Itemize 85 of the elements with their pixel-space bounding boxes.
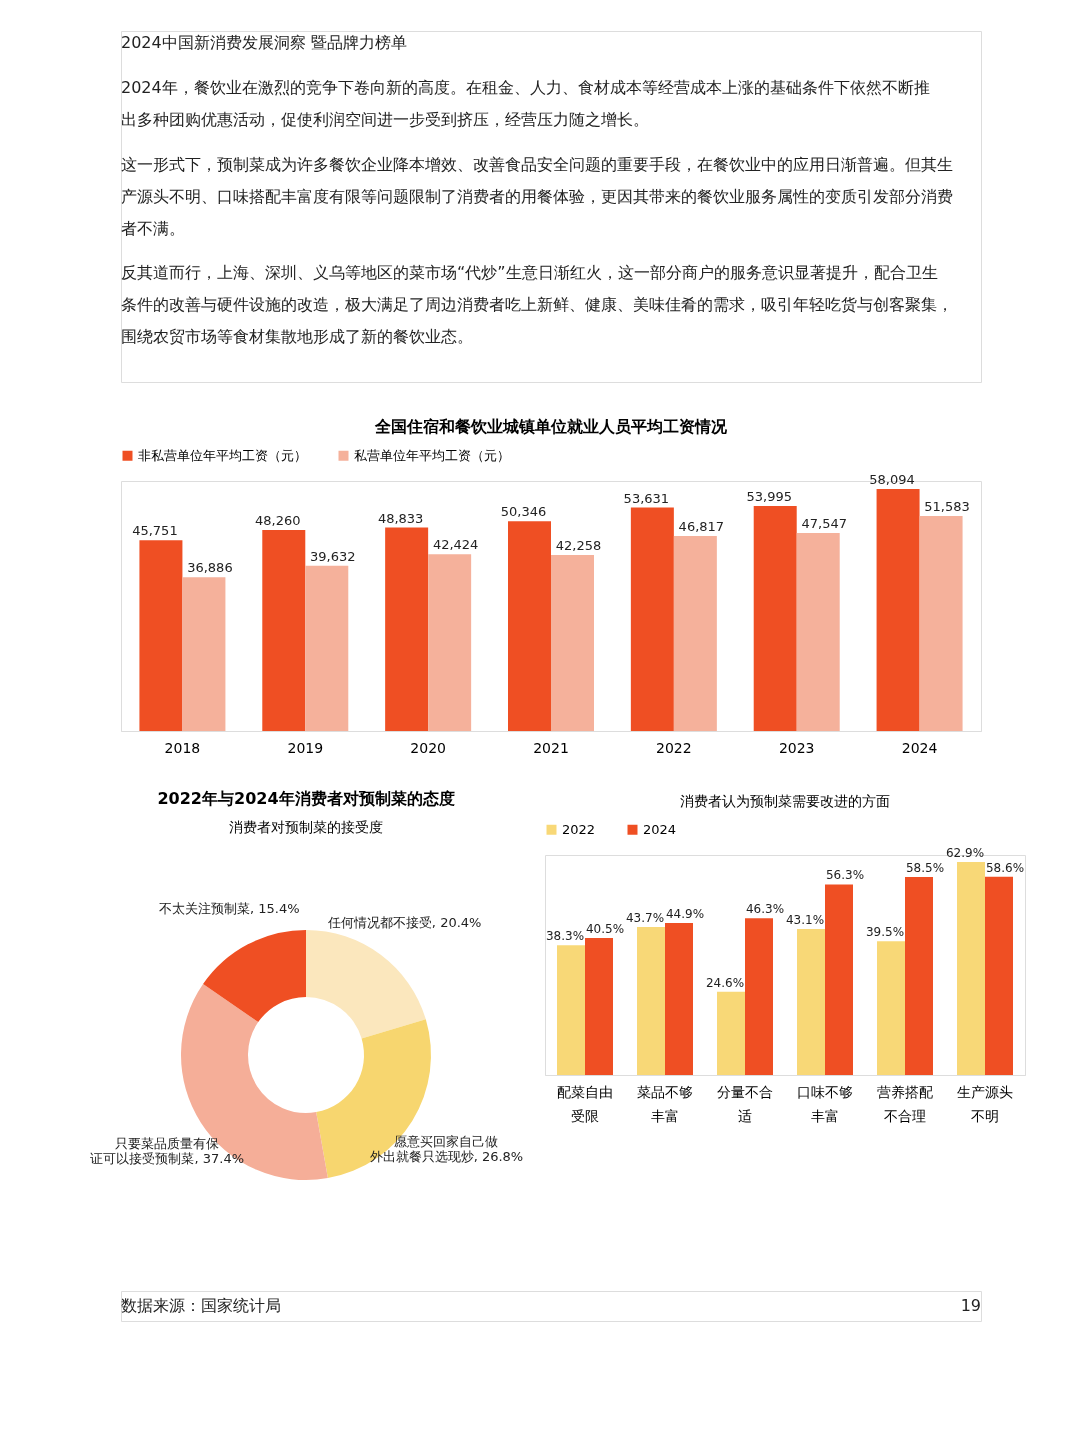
x-tick-label: 配菜自由受限: [557, 1083, 613, 1124]
data-label: 44.9%: [665, 907, 705, 922]
chart-title: 全国住宿和餐饮业城镇单位就业人员平均工资情况: [374, 417, 728, 436]
data-label: 51,583: [924, 499, 970, 515]
data-label: 47,547: [801, 515, 847, 531]
bar: [796, 532, 840, 731]
data-label: 48,833: [377, 510, 424, 526]
data-label: 58,094: [869, 471, 915, 487]
bar: [825, 884, 853, 1075]
x-tick-label: 2024: [901, 739, 938, 756]
data-label: 38.3%: [545, 929, 585, 944]
bar: [305, 565, 349, 731]
data-label: 46,817: [678, 518, 725, 534]
data-label: 53,995: [746, 489, 792, 505]
bar: [262, 529, 306, 731]
bar: [182, 577, 226, 731]
data-label: 53,631: [623, 490, 670, 506]
data-label: 39,632: [310, 548, 356, 564]
bar: [876, 488, 920, 731]
bar: [797, 929, 825, 1075]
text: 19: [960, 1296, 981, 1315]
bar: [745, 918, 773, 1075]
data-label: 50,346: [500, 504, 547, 520]
data-label: 45,751: [132, 523, 178, 539]
bar: [508, 521, 551, 731]
x-tick-label: 2020: [410, 739, 446, 756]
legend-label: 2022: [562, 821, 596, 837]
bar: [753, 506, 797, 731]
data-label: 36,886: [187, 560, 233, 576]
text: 反其道而行，上海、深圳、义乌等地区的菜市场“代炒”生意日渐红火，这一部分商户的服务意识显著提升，配合卫生条件的改善与硬件设施的改造，极大满足了周边消费者吃上新鲜、健康、美味佳肴的需求，吸引年轻吃货与创客聚集，围绕农贸市场等食材集散地形成了新的餐饮业态。: [121, 263, 953, 347]
chart-subtitle: 消费者对预制菜的接受度: [229, 819, 383, 835]
x-tick-label: 2022: [656, 739, 692, 756]
text: 2024中国新消费发展洞察 暨品牌力榜单: [121, 33, 407, 52]
data-label: 39.5%: [865, 925, 905, 940]
bar: [957, 862, 985, 1075]
x-tick-label: 2019: [287, 739, 324, 756]
bar: [985, 876, 1013, 1075]
bar: [385, 527, 429, 731]
chart-title: 消费者认为预制菜需要改进的方面: [680, 793, 890, 809]
bar: [630, 507, 674, 731]
x-tick-label: 2021: [533, 739, 569, 756]
data-label: 58.5%: [905, 861, 945, 875]
bar: [717, 991, 745, 1075]
data-label: 62.9%: [945, 846, 985, 861]
x-tick-label: 口味不够丰富: [797, 1083, 853, 1124]
bar: [585, 937, 613, 1075]
slice-label: 只要菜品质量有保证可以接受预制菜, 37.4%: [90, 1136, 245, 1167]
data-label: 24.6%: [705, 975, 745, 990]
x-tick-label: 生产源头不明: [957, 1083, 1013, 1124]
bar: [665, 923, 693, 1075]
data-label: 56.3%: [825, 868, 865, 883]
donut-slice: [306, 930, 426, 1039]
data-label: 40.5%: [585, 921, 625, 936]
bar: [139, 540, 183, 731]
data-label: 58.6%: [985, 860, 1025, 875]
slice-label: 不太关注预制菜, 15.4%: [158, 900, 300, 916]
bar: [905, 877, 933, 1075]
chart-title: 2022年与2024年消费者对预制菜的态度: [157, 789, 455, 808]
bar: [637, 927, 665, 1075]
bar: [877, 941, 905, 1075]
bar: [428, 554, 472, 731]
bar: [673, 535, 717, 731]
x-tick-label: 2023: [778, 739, 815, 756]
text: 2024年，餐饮业在激烈的竞争下卷向新的高度。在租金、人力、食材成本等经营成本上涨的基础条件下依然不断推出多种团购优惠活动，促使利润空间进一步受到挤压，经营压力随之增长。: [121, 77, 930, 129]
data-label: 42,258: [555, 537, 602, 553]
source-note: 数据来源：国家统计局: [121, 1296, 281, 1315]
donut-slice: [203, 930, 306, 1023]
data-label: 42,424: [432, 537, 479, 553]
text: 这一形式下，预制菜成为许多餐饮企业降本增效、改善食品安全问题的重要手段，在餐饮业中的应用日渐普遍。但其生产源头不明、口味搭配丰富度有限等问题限制了消费者的用餐体验，更因其带来的餐饮业服务属性的变质引发部分消费者不满。: [121, 154, 953, 238]
data-label: 43.1%: [785, 913, 825, 928]
x-tick-label: 营养搭配不合理: [877, 1083, 933, 1124]
bar: [557, 945, 585, 1075]
legend-label: 私营单位年平均工资（元）: [354, 447, 510, 463]
legend-label: 非私营单位年平均工资（元）: [138, 447, 307, 463]
x-tick-label: 2018: [164, 739, 201, 756]
x-tick-label: 菜品不够丰富: [637, 1083, 693, 1124]
slice-label: 任何情况都不接受, 20.4%: [326, 914, 482, 930]
legend-label: 2024: [643, 821, 677, 837]
bar: [919, 516, 963, 731]
data-label: 46.3%: [745, 902, 785, 917]
donut-slice: [181, 984, 328, 1180]
data-label: 43.7%: [625, 911, 665, 926]
bar: [551, 554, 594, 731]
data-label: 48,260: [255, 512, 301, 528]
x-tick-label: 分量不合适: [717, 1083, 773, 1124]
